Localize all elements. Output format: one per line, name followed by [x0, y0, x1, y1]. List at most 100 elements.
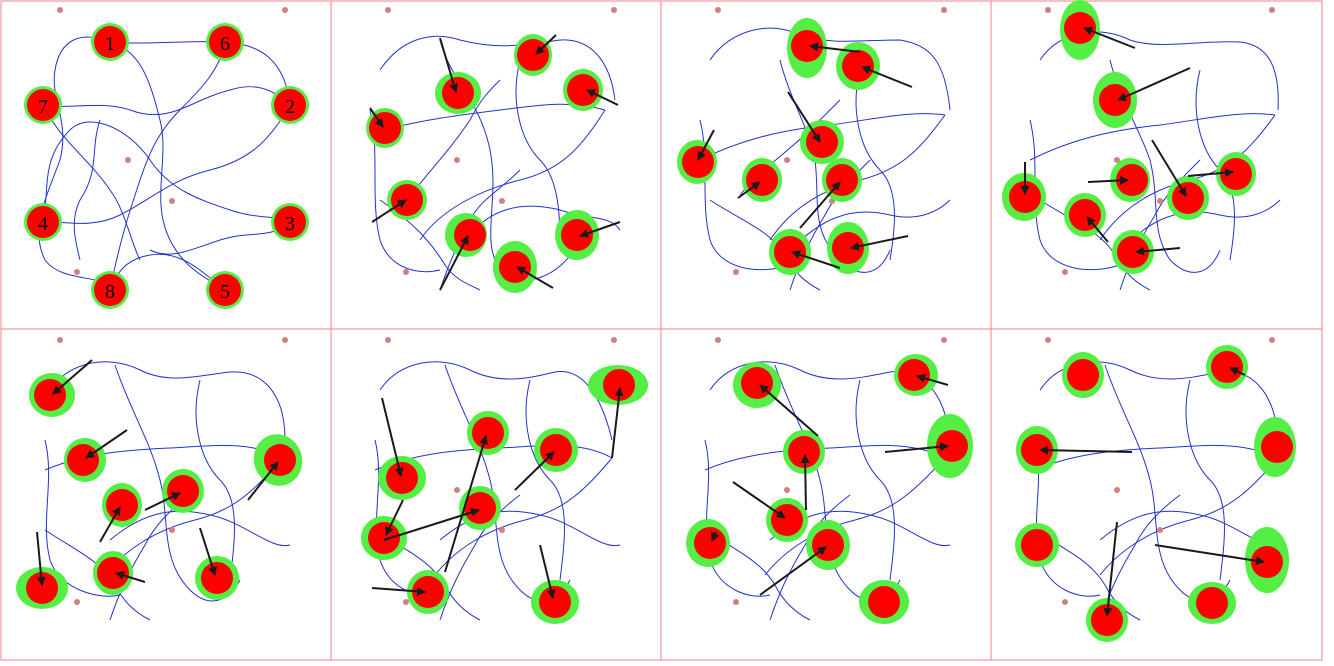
robot [1021, 529, 1053, 561]
motion-arrows [36, 359, 279, 586]
robot [746, 164, 778, 196]
robot [499, 251, 531, 283]
robot-2: 2 [271, 86, 309, 124]
robot [1220, 158, 1252, 190]
panel-border [660, 328, 992, 661]
robot [369, 112, 401, 144]
robot-label: 5 [220, 281, 230, 303]
trajectories [44, 361, 291, 621]
robot [454, 219, 486, 251]
robot-label: 4 [38, 213, 48, 235]
robot [936, 430, 968, 462]
robot-label: 7 [38, 96, 48, 118]
robot [842, 50, 874, 82]
robot [1009, 181, 1041, 213]
robot [1091, 604, 1123, 636]
robot [386, 462, 418, 494]
robot [682, 146, 714, 178]
robot-4: 4 [24, 203, 62, 241]
robots [694, 359, 968, 618]
panel-8 [990, 328, 1323, 661]
robot [1251, 546, 1283, 578]
robot [167, 475, 199, 507]
panel-4 [990, 0, 1323, 330]
landmarks [1045, 7, 1275, 275]
robot [694, 527, 726, 559]
landmarks [1045, 337, 1275, 605]
robot [561, 219, 593, 251]
robot-1: 1 [91, 23, 129, 61]
trajectories [38, 36, 291, 291]
robot [788, 436, 820, 468]
robot-label: 1 [105, 33, 115, 55]
robot [806, 126, 838, 158]
robot [368, 522, 400, 554]
robot [1196, 587, 1228, 619]
robot-label: 2 [285, 96, 295, 118]
robot-8: 8 [91, 271, 129, 309]
landmarks [385, 7, 617, 275]
robot [442, 77, 474, 109]
panel-2 [330, 0, 662, 330]
robots [369, 39, 599, 283]
robot [898, 359, 930, 391]
robot [791, 30, 823, 62]
robots: 1 6 7 2 4 3 8 5 [24, 23, 309, 309]
robot [201, 562, 233, 594]
landmarks [715, 7, 947, 275]
robot-label: 8 [105, 281, 115, 303]
robot [868, 586, 900, 618]
robot [539, 586, 571, 618]
panel-1: 1 6 7 2 4 3 8 5 [0, 0, 332, 330]
landmarks [57, 7, 288, 275]
robot [34, 379, 66, 411]
robot [1067, 359, 1099, 391]
robot [1069, 199, 1101, 231]
robot [1116, 164, 1148, 196]
robot [517, 39, 549, 71]
robot-3: 3 [271, 203, 309, 241]
robots [682, 30, 874, 268]
panel-border [990, 328, 1323, 661]
panel-7 [660, 328, 992, 661]
robot [832, 232, 864, 264]
robot [26, 572, 58, 604]
robot [1064, 12, 1096, 44]
panel-border [990, 0, 1323, 330]
robot [264, 444, 296, 476]
robot [391, 184, 423, 216]
robot [567, 74, 599, 106]
motion-arrows [1020, 26, 1234, 256]
motion-arrows [1039, 367, 1265, 617]
motion-arrows [371, 387, 624, 599]
motion-arrows [697, 42, 913, 269]
panel-5 [0, 328, 332, 661]
robot [1261, 431, 1293, 463]
robot [1021, 434, 1053, 466]
robot [464, 492, 496, 524]
robot-label: 3 [285, 213, 295, 235]
robot [741, 367, 773, 399]
robot [812, 529, 844, 561]
robot [1211, 351, 1243, 383]
robot-label: 6 [220, 33, 230, 55]
robot [1117, 236, 1149, 268]
panel-border [0, 0, 332, 330]
robot [472, 417, 504, 449]
landmarks [385, 337, 617, 605]
robot [1099, 84, 1131, 116]
robot [774, 236, 806, 268]
motion-arrows [369, 34, 621, 291]
robot-7: 7 [24, 86, 62, 124]
panel-6 [330, 328, 662, 661]
robots [1021, 351, 1293, 636]
robot [412, 576, 444, 608]
robot [106, 489, 138, 521]
robot [97, 557, 129, 589]
robot [603, 369, 635, 401]
robot [1172, 182, 1204, 214]
robot [67, 444, 99, 476]
robot-6: 6 [206, 23, 244, 61]
